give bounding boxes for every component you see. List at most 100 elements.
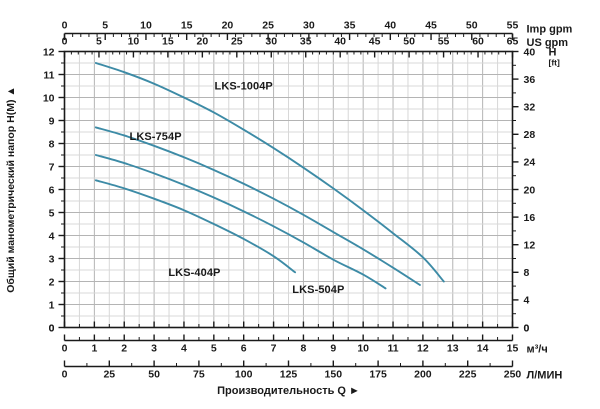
svg-text:12: 12 xyxy=(417,343,429,355)
svg-text:11: 11 xyxy=(387,343,398,355)
svg-text:20: 20 xyxy=(197,36,209,48)
svg-text:4: 4 xyxy=(524,295,530,307)
svg-text:100: 100 xyxy=(235,369,253,381)
svg-text:3: 3 xyxy=(151,343,157,355)
svg-text:20: 20 xyxy=(524,184,536,196)
svg-text:8: 8 xyxy=(49,138,55,150)
svg-text:32: 32 xyxy=(524,102,536,114)
svg-text:[ft]: [ft] xyxy=(549,58,560,68)
svg-text:1: 1 xyxy=(49,299,55,311)
svg-text:12: 12 xyxy=(524,240,536,252)
svg-text:11: 11 xyxy=(43,69,54,81)
svg-text:2: 2 xyxy=(49,276,55,288)
svg-text:200: 200 xyxy=(414,369,432,381)
svg-text:20: 20 xyxy=(222,20,234,32)
right-axis: 0 4 8 12 16 20 24 28 32 36 40 H[ft] xyxy=(512,46,560,334)
curve-label-lks-1004p: LKS-1004P xyxy=(215,80,273,92)
svg-text:45: 45 xyxy=(425,20,437,32)
svg-text:50: 50 xyxy=(403,36,415,48)
svg-text:55: 55 xyxy=(438,36,450,48)
svg-text:Л/МИН: Л/МИН xyxy=(527,370,563,382)
svg-text:14: 14 xyxy=(477,343,489,355)
svg-text:5: 5 xyxy=(49,207,55,219)
svg-text:75: 75 xyxy=(193,369,205,381)
svg-text:8: 8 xyxy=(524,267,530,279)
svg-text:7: 7 xyxy=(49,161,55,173)
svg-text:10: 10 xyxy=(128,36,140,48)
svg-text:50: 50 xyxy=(466,20,478,32)
svg-text:225: 225 xyxy=(459,369,477,381)
svg-text:25: 25 xyxy=(262,20,274,32)
svg-text:13: 13 xyxy=(447,343,459,355)
svg-text:28: 28 xyxy=(524,129,536,141)
svg-text:150: 150 xyxy=(325,369,343,381)
svg-text:0: 0 xyxy=(62,36,68,48)
svg-text:10: 10 xyxy=(43,92,55,104)
svg-text:10: 10 xyxy=(140,20,152,32)
y-axis-title: Общий манометрический напор H(M) ▲ xyxy=(5,86,17,293)
axis-titles: Производительность Q ► Общий манометричес… xyxy=(5,86,360,397)
svg-text:0: 0 xyxy=(62,369,68,381)
svg-text:8: 8 xyxy=(301,343,307,355)
curve-label-lks-754p: LKS-754P xyxy=(130,131,182,143)
pump-curve-lks-404p xyxy=(94,179,297,274)
svg-text:9: 9 xyxy=(49,115,55,127)
svg-text:H: H xyxy=(549,47,557,59)
svg-text:55: 55 xyxy=(507,20,519,32)
svg-text:30: 30 xyxy=(265,36,277,48)
svg-text:5: 5 xyxy=(96,36,102,48)
svg-text:250: 250 xyxy=(504,369,522,381)
curve-label-lks-404p: LKS-404P xyxy=(168,267,220,279)
svg-text:7: 7 xyxy=(271,343,277,355)
svg-text:4: 4 xyxy=(181,343,187,355)
svg-text:60: 60 xyxy=(472,36,484,48)
svg-text:0: 0 xyxy=(62,20,68,32)
svg-text:6: 6 xyxy=(241,343,247,355)
svg-text:Imp gpm: Imp gpm xyxy=(527,24,573,36)
pump-curve-lks-754p xyxy=(94,126,421,286)
svg-text:2: 2 xyxy=(121,343,127,355)
svg-text:16: 16 xyxy=(524,212,536,224)
svg-text:35: 35 xyxy=(300,36,312,48)
svg-text:25: 25 xyxy=(231,36,243,48)
svg-text:0: 0 xyxy=(49,323,55,335)
svg-text:5: 5 xyxy=(211,343,217,355)
svg-text:45: 45 xyxy=(369,36,381,48)
bottom-axes: 0 1 2 3 4 5 6 7 8 9 10 11 12 13 14 15 м³/ч0 00 25 50 75 100 12… xyxy=(49,321,563,382)
svg-text:9: 9 xyxy=(330,343,336,355)
svg-text:25: 25 xyxy=(103,369,115,381)
svg-text:40: 40 xyxy=(524,46,536,58)
svg-text:0: 0 xyxy=(62,343,68,355)
curve-layer xyxy=(94,62,445,290)
svg-text:5: 5 xyxy=(102,20,108,32)
svg-text:35: 35 xyxy=(344,20,356,32)
svg-text:12: 12 xyxy=(43,46,55,58)
svg-text:40: 40 xyxy=(334,36,346,48)
svg-text:0: 0 xyxy=(524,322,530,334)
svg-text:10: 10 xyxy=(357,343,369,355)
svg-text:125: 125 xyxy=(280,369,298,381)
svg-text:65: 65 xyxy=(507,36,519,48)
svg-text:24: 24 xyxy=(524,157,536,169)
svg-text:м³/ч: м³/ч xyxy=(527,344,548,356)
pump-curve-lks-1004p xyxy=(94,62,445,283)
svg-text:30: 30 xyxy=(303,20,315,32)
svg-text:40: 40 xyxy=(384,20,396,32)
svg-text:15: 15 xyxy=(507,343,519,355)
svg-text:1: 1 xyxy=(91,343,97,355)
svg-text:15: 15 xyxy=(181,20,193,32)
svg-text:50: 50 xyxy=(148,369,160,381)
curve-labels: LKS-1004P LKS-754P LKS-504P LKS-404P xyxy=(130,80,345,296)
x-axis-title: Производительность Q ► xyxy=(217,385,360,397)
pump-curve-lks-504p xyxy=(94,154,387,290)
svg-text:0: 0 xyxy=(49,322,55,334)
svg-text:0: 0 xyxy=(524,323,530,335)
grid-layer xyxy=(64,51,513,328)
svg-text:4: 4 xyxy=(49,230,55,242)
curve-label-lks-504p: LKS-504P xyxy=(292,284,344,296)
svg-text:175: 175 xyxy=(369,369,387,381)
